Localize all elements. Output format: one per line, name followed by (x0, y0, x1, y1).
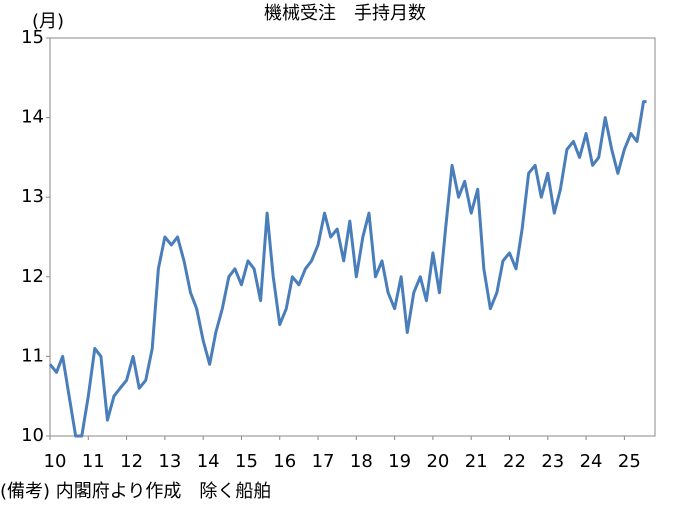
x-tick-label: 23 (541, 451, 564, 472)
y-tick-label: 15 (21, 27, 44, 48)
x-tick-label: 20 (426, 451, 449, 472)
y-tick-label: 10 (21, 425, 44, 446)
y-unit: (月) (32, 11, 64, 32)
x-tick-label: 21 (465, 451, 488, 472)
line-series (48, 100, 647, 438)
x-tick-label: 14 (197, 451, 220, 472)
x-tick-label: 13 (158, 451, 181, 472)
x-tick-label: 17 (312, 451, 335, 472)
x-tick-label: 15 (235, 451, 258, 472)
plot-frame (49, 37, 656, 437)
x-tick-label: 18 (350, 451, 373, 472)
x-tick-label: 10 (44, 451, 67, 472)
y-tick-label: 14 (21, 107, 44, 128)
chart-title: 機械受注 手持月数 (264, 3, 426, 24)
x-tick-label: 12 (120, 451, 143, 472)
x-tick-label: 11 (82, 451, 105, 472)
x-tick-label: 19 (388, 451, 411, 472)
y-tick-label: 12 (21, 266, 44, 287)
x-tick-label: 16 (273, 451, 296, 472)
x-tick-label: 22 (503, 451, 526, 472)
x-tick-label: 25 (618, 451, 641, 472)
y-tick-label: 13 (21, 186, 44, 207)
x-tick-label: 24 (580, 451, 603, 472)
y-tick-label: 11 (21, 345, 44, 366)
note: (備考) 内閣府より作成 除く船舶 (0, 481, 271, 502)
